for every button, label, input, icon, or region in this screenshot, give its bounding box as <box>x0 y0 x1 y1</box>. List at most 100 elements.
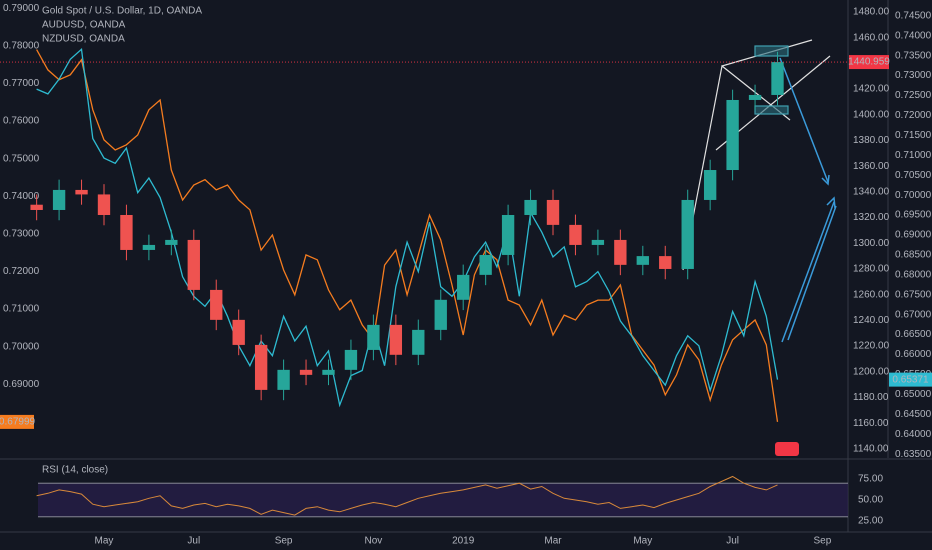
candle-body <box>187 239 200 290</box>
y-tick-label: 0.66000 <box>895 349 932 360</box>
y-tick-label: 0.73500 <box>895 50 932 61</box>
x-tick-label: Nov <box>364 536 382 547</box>
y-tick-label: 0.75000 <box>3 153 40 164</box>
y-tick-label: 1300.00 <box>853 238 890 249</box>
y-tick-label: 0.68000 <box>895 269 932 280</box>
rsi-tick-label: 25.00 <box>858 516 883 527</box>
y-tick-label: 0.76000 <box>3 116 40 127</box>
y-tick-label: 1280.00 <box>853 264 890 275</box>
y-tick-label: 0.74500 <box>895 10 932 21</box>
rsi-tick-label: 50.00 <box>858 495 883 506</box>
x-tick-label: 2019 <box>452 536 475 547</box>
candle-body <box>636 256 649 265</box>
candle-body <box>120 214 133 250</box>
zone <box>754 105 789 115</box>
y-tick-label: 0.70000 <box>3 341 40 352</box>
candle-body <box>75 189 88 195</box>
candle-body <box>412 329 425 355</box>
arrow-head <box>821 174 830 186</box>
candle-body <box>389 324 403 355</box>
y-tick-label: 0.68500 <box>895 250 932 261</box>
candle-body <box>546 199 560 225</box>
y-tick-label: 0.67500 <box>895 289 932 300</box>
y-tick-label: 0.74000 <box>3 191 40 202</box>
candle-body <box>457 274 470 300</box>
y-tick-label: 0.70000 <box>895 190 932 201</box>
legend-entry: NZDUSD, OANDA <box>42 34 125 45</box>
price-line <box>36 49 779 422</box>
x-tick-label: May <box>633 536 652 547</box>
y-tick-label: 0.79000 <box>3 3 40 14</box>
last-price-label: 1440.959 <box>848 57 890 68</box>
y-tick-label: 0.78000 <box>3 41 40 52</box>
y-tick-label: 1480.00 <box>853 7 890 18</box>
candle-body <box>165 239 178 245</box>
y-tick-label: 0.71000 <box>3 304 40 315</box>
y-tick-label: 0.64500 <box>895 409 932 420</box>
y-tick-label: 0.67000 <box>895 309 932 320</box>
y-tick-label: 1200.00 <box>853 366 890 377</box>
rsi-title: RSI (14, close) <box>42 465 108 476</box>
candle-body <box>726 99 739 171</box>
y-tick-label: 0.66500 <box>895 329 932 340</box>
y-tick-label: 1180.00 <box>853 392 889 403</box>
y-tick-label: 0.72000 <box>3 266 40 277</box>
y-tick-label: 0.74000 <box>895 30 932 41</box>
y-tick-label: 0.65000 <box>895 389 932 400</box>
candle-body <box>703 170 717 200</box>
y-tick-label: 0.72000 <box>895 110 932 121</box>
y-tick-label: 0.69000 <box>3 379 40 390</box>
y-tick-label: 0.70500 <box>895 170 932 181</box>
y-tick-label: 0.69500 <box>895 210 932 221</box>
x-tick-label: Jul <box>187 536 200 547</box>
y-tick-label: 1360.00 <box>853 161 890 172</box>
x-tick-label: Sep <box>814 536 832 547</box>
price-line <box>36 47 779 408</box>
candle-body <box>614 239 627 265</box>
y-tick-label: 1240.00 <box>853 315 890 326</box>
candle-body <box>254 344 268 390</box>
y-tick-label: 1460.00 <box>853 32 890 43</box>
candle-body <box>97 194 111 215</box>
candle-body <box>434 299 447 330</box>
candle-body <box>748 94 762 100</box>
x-tick-label: May <box>95 536 114 547</box>
candle-body <box>30 204 43 210</box>
candle-body <box>299 369 313 375</box>
y-tick-label: 0.73000 <box>895 70 932 81</box>
candle-body <box>771 62 784 95</box>
y-tick-label: 1220.00 <box>853 341 890 352</box>
y-tick-label: 0.72500 <box>895 90 932 101</box>
candle-body <box>52 189 66 210</box>
y-tick-label: 0.71500 <box>895 130 932 141</box>
candle-body <box>232 319 245 345</box>
rsi-line <box>36 475 778 516</box>
y-tick-label: 1140.00 <box>853 444 889 455</box>
candle-body <box>501 214 515 255</box>
legend-entry: AUDUSD, OANDA <box>42 20 126 31</box>
last-value-label: 0.65371 <box>892 374 929 385</box>
last-value-box <box>0 414 34 429</box>
candle-body <box>344 349 358 370</box>
y-tick-label: 0.73000 <box>3 229 40 240</box>
candle-body <box>524 199 537 215</box>
y-tick-label: 0.64000 <box>895 429 932 440</box>
y-tick-label: 1380.00 <box>853 135 890 146</box>
rsi-band <box>38 483 848 517</box>
candle-body <box>591 239 605 245</box>
y-tick-label: 1340.00 <box>853 187 890 198</box>
y-tick-label: 1320.00 <box>853 212 890 223</box>
candle-body <box>479 254 492 275</box>
x-tick-label: Jul <box>726 536 739 547</box>
y-tick-label: 0.69000 <box>895 230 932 241</box>
candle-body <box>569 224 582 245</box>
arrow <box>787 205 837 341</box>
y-tick-label: 1260.00 <box>853 289 890 300</box>
candle-body <box>367 324 380 350</box>
last-value-box <box>889 372 932 387</box>
arrow <box>781 201 835 343</box>
x-tick-label: Sep <box>275 536 293 547</box>
y-tick-label: 1420.00 <box>853 84 890 95</box>
candle-body <box>681 199 694 269</box>
